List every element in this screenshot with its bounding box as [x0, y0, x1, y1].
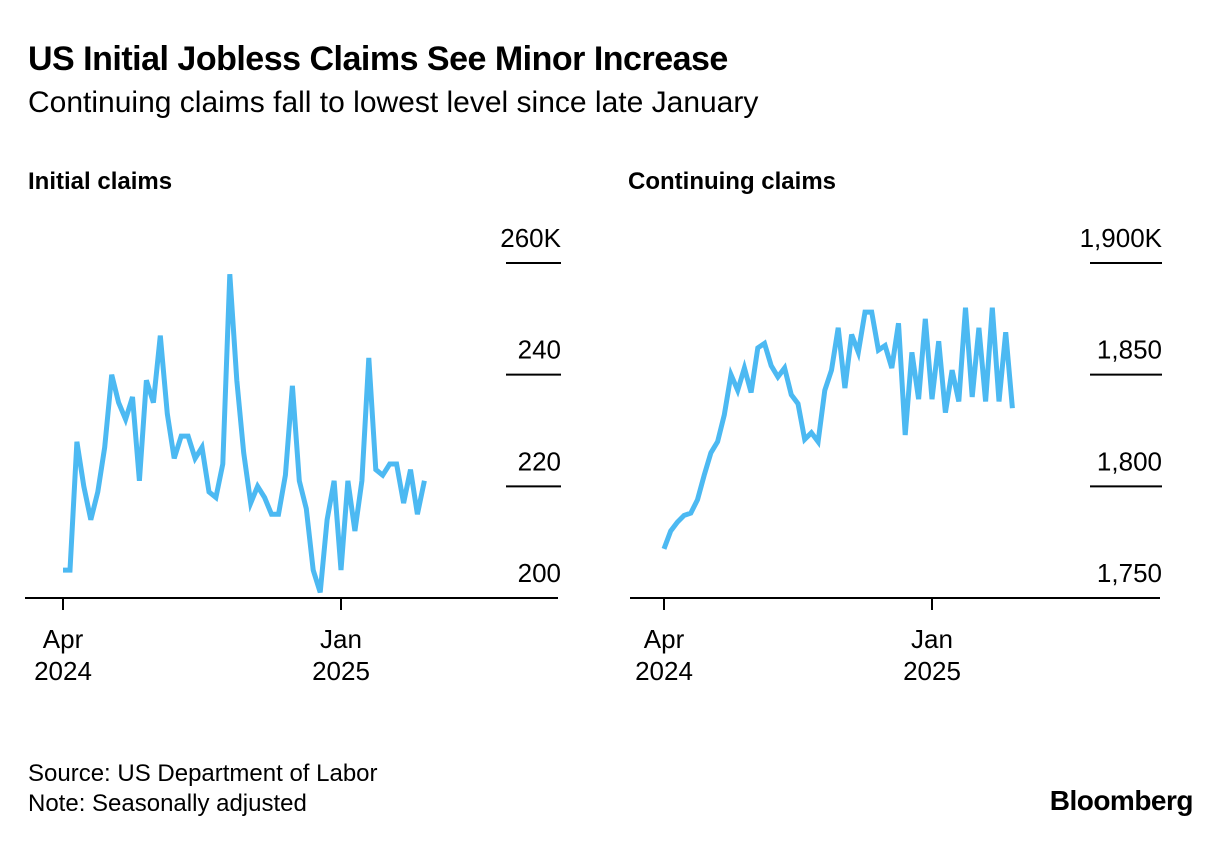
bloomberg-logo: Bloomberg	[1049, 785, 1194, 816]
x-tick-month-label: Jan	[911, 624, 953, 654]
chart-title: US Initial Jobless Claims See Minor Incr…	[28, 40, 728, 78]
x-tick-month-label: Apr	[43, 624, 84, 654]
source-note: Source: US Department of Labor	[28, 760, 378, 787]
y-tick-label: 1,800	[1097, 446, 1162, 476]
continuing-claims-panel-title: Continuing claims	[628, 168, 837, 195]
y-tick-label: 260K	[500, 223, 561, 253]
initial-claims-panel-title: Initial claims	[28, 168, 173, 195]
x-tick-month-label: Jan	[320, 624, 362, 654]
y-tick-label: 200	[518, 558, 561, 588]
y-tick-label: 220	[518, 446, 561, 476]
adjustment-note: Note: Seasonally adjusted	[28, 790, 307, 817]
chart-subtitle: Continuing claims fall to lowest level s…	[28, 86, 759, 119]
x-tick-year-label: 2025	[312, 656, 370, 686]
x-tick-year-label: 2025	[903, 656, 961, 686]
continuing-claims-series-line	[661, 307, 1015, 550]
initial-claims-series-line	[63, 274, 427, 594]
y-tick-label: 240	[518, 335, 561, 365]
x-tick-year-label: 2024	[635, 656, 693, 686]
y-tick-label: 1,900K	[1080, 223, 1163, 253]
y-tick-label: 1,750	[1097, 558, 1162, 588]
x-tick-month-label: Apr	[644, 624, 685, 654]
x-tick-year-label: 2024	[34, 656, 92, 686]
y-tick-label: 1,850	[1097, 335, 1162, 365]
